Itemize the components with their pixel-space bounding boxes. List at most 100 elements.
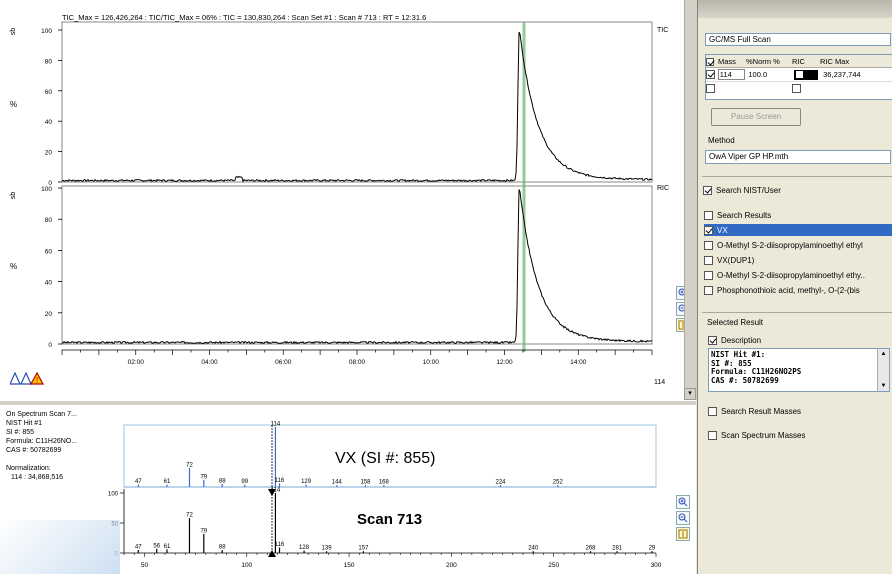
scan-spectrum-masses-label: Scan Spectrum Masses	[721, 430, 806, 440]
table-row[interactable]	[706, 82, 892, 95]
description-box[interactable]: NIST Hit #1: SI #: 855 Formula: C11H26NO…	[708, 348, 890, 392]
scroll-down-icon[interactable]: ▼	[880, 383, 887, 389]
table-row[interactable]: 114 100.0 36,237,744	[706, 68, 892, 82]
chromatogram-pane: TIC_Max = 126,426,264 : TIC/TIC_Max = 06…	[0, 0, 696, 400]
list-item-label: VX	[717, 225, 728, 235]
upper-y-tick-label: 0	[48, 180, 52, 187]
list-item-label: Phosphonothioic acid, methyl-, O-(2-(bis	[717, 285, 860, 295]
scan-peak-label: 139	[322, 546, 333, 552]
mz-axis-label: 250	[548, 562, 559, 569]
scroll-up-icon[interactable]: ▲	[880, 351, 887, 357]
lower-y-unit: sb	[10, 191, 18, 200]
spectrum-zoom-reset-icon[interactable]	[676, 527, 690, 541]
list-item[interactable]: VX(DUP1)	[704, 254, 892, 266]
description-line: Formula: C11H26NO2PS	[711, 367, 802, 376]
list-item[interactable]: Phosphonothioic acid, methyl-, O-(2-(bis	[704, 284, 892, 296]
search-nist-label: Search NIST/User	[716, 185, 781, 195]
scan-spectrum-masses-option[interactable]: Scan Spectrum Masses	[708, 429, 805, 441]
scan-peak-label: 61	[164, 544, 171, 550]
row-checkbox[interactable]	[706, 70, 715, 80]
pause-screen-button[interactable]: Pause Screen	[711, 108, 801, 126]
search-results-list: Search Results VX O-Methyl S-2-diisoprop…	[702, 208, 892, 308]
library-peak-label: 79	[200, 474, 207, 480]
scan-spectrum-title: Scan 713	[357, 511, 423, 528]
scan-peak-label: 88	[219, 545, 226, 551]
mass-column-header[interactable]: Mass	[718, 56, 736, 66]
library-peak-label: 47	[135, 479, 142, 485]
search-nist-checkbox[interactable]	[703, 185, 712, 195]
spectrum-zoom-in-icon[interactable]	[676, 495, 690, 509]
mz-axis-label: 100	[241, 562, 252, 569]
ricmax-column-header[interactable]: RIC Max	[820, 56, 850, 66]
scan-spectrum-masses-checkbox[interactable]	[708, 430, 717, 440]
lower-y-tick-label: 80	[45, 217, 53, 224]
library-peak-label: 129	[301, 479, 312, 485]
upper-y-unit: sb	[10, 27, 18, 36]
time-axis-label: 06:00	[275, 359, 292, 366]
scan-type-field[interactable]: GC/MS Full Scan	[705, 33, 891, 46]
library-peak-label: 168	[379, 480, 390, 486]
list-item[interactable]: O-Methyl S-2-diisopropylaminoethyl ethyl	[704, 239, 892, 251]
right-panel: GC/MS Full Scan Mass %Norm % RIC RIC Max…	[697, 0, 892, 574]
spectrum-info-line: SI #: 855	[6, 429, 35, 436]
mass-header-checkbox[interactable]	[706, 57, 714, 66]
mz-axis-label: 50	[141, 562, 149, 569]
list-item[interactable]: O-Methyl S-2-diisopropylaminoethyl ethy.…	[704, 269, 892, 281]
scan-peak-label: 72	[186, 513, 193, 519]
list-item-label: VX(DUP1)	[717, 255, 755, 265]
chromatogram-scrollbar[interactable]	[684, 0, 697, 400]
library-spectrum-frame	[123, 424, 657, 488]
result-checkbox[interactable]	[704, 240, 713, 250]
spectrum-zoom-out-icon[interactable]	[676, 511, 690, 525]
description-scrollbar[interactable]: ▲ ▼	[877, 349, 889, 391]
library-peak-label: 114	[271, 422, 281, 428]
search-nist-option[interactable]: Search NIST/User	[703, 184, 781, 196]
norm-cell[interactable]: 100.0	[748, 70, 768, 79]
ric-column-header[interactable]: RIC	[792, 56, 805, 66]
list-item-label: Search Results	[717, 210, 772, 220]
library-spectrum-title: VX (SI #: 855)	[335, 450, 436, 467]
row-checkbox[interactable]	[706, 84, 715, 94]
list-item-label: O-Methyl S-2-diisopropylaminoethyl ethy.…	[717, 270, 865, 280]
ric-trace-label: RIC	[657, 185, 670, 192]
spectrum-zoom-controls	[676, 495, 690, 541]
result-checkbox[interactable]	[704, 210, 713, 220]
list-item[interactable]: VX	[704, 224, 892, 236]
tic-trace	[61, 31, 653, 183]
norm-column-header[interactable]: %Norm %	[746, 56, 780, 66]
spectrum-chart[interactable]: 114 72 47 61 79 88 99 116 129 144 158 168 224 252 114…	[0, 405, 696, 574]
upper-plot-frame	[61, 21, 653, 183]
lower-y-tick-label: 20	[45, 311, 53, 318]
ric-checkbox[interactable]	[792, 84, 801, 94]
result-checkbox[interactable]	[704, 225, 713, 235]
chrom-scroll-down[interactable]: ▾	[684, 388, 696, 400]
search-result-masses-checkbox[interactable]	[708, 406, 717, 416]
result-checkbox[interactable]	[704, 285, 713, 295]
scan-peak-label: 56	[153, 543, 160, 549]
peak-flag-icons[interactable]: !	[10, 372, 44, 386]
method-field[interactable]: OwA Viper GP HP.mth	[705, 150, 891, 164]
warning-triangle-icon[interactable]: !	[10, 372, 44, 386]
search-result-masses-option[interactable]: Search Result Masses	[708, 405, 801, 417]
chromatogram-chart[interactable]: 100 80 60 40 20 0 100 80 60 40 20 0 02:00 04:00 06:0…	[0, 0, 696, 400]
description-option[interactable]: Description	[708, 334, 761, 346]
description-checkbox[interactable]	[708, 335, 717, 345]
scan-peak-label: 128	[299, 545, 310, 551]
results-divider	[702, 312, 892, 313]
result-checkbox[interactable]	[704, 270, 713, 280]
mass-table-header: Mass %Norm % RIC RIC Max	[706, 55, 892, 68]
scan-peak-label: 29	[649, 546, 656, 552]
ricmax-cell: 36,237,744	[823, 70, 861, 79]
list-item[interactable]: Search Results	[704, 209, 892, 221]
selected-result-label: Selected Result	[707, 318, 764, 327]
mass-cell[interactable]: 114	[717, 69, 746, 80]
upper-y-tick-label: 40	[45, 119, 53, 126]
description-label: Description	[721, 335, 762, 345]
library-peak-label: 72	[186, 462, 193, 468]
normalization-label: Normalization:	[6, 465, 51, 472]
description-line: NIST Hit #1:	[711, 350, 766, 359]
result-checkbox[interactable]	[704, 255, 713, 265]
ric-color-swatch[interactable]	[793, 69, 818, 80]
svg-text:!: !	[36, 376, 38, 385]
upper-y-label: %	[10, 100, 18, 109]
